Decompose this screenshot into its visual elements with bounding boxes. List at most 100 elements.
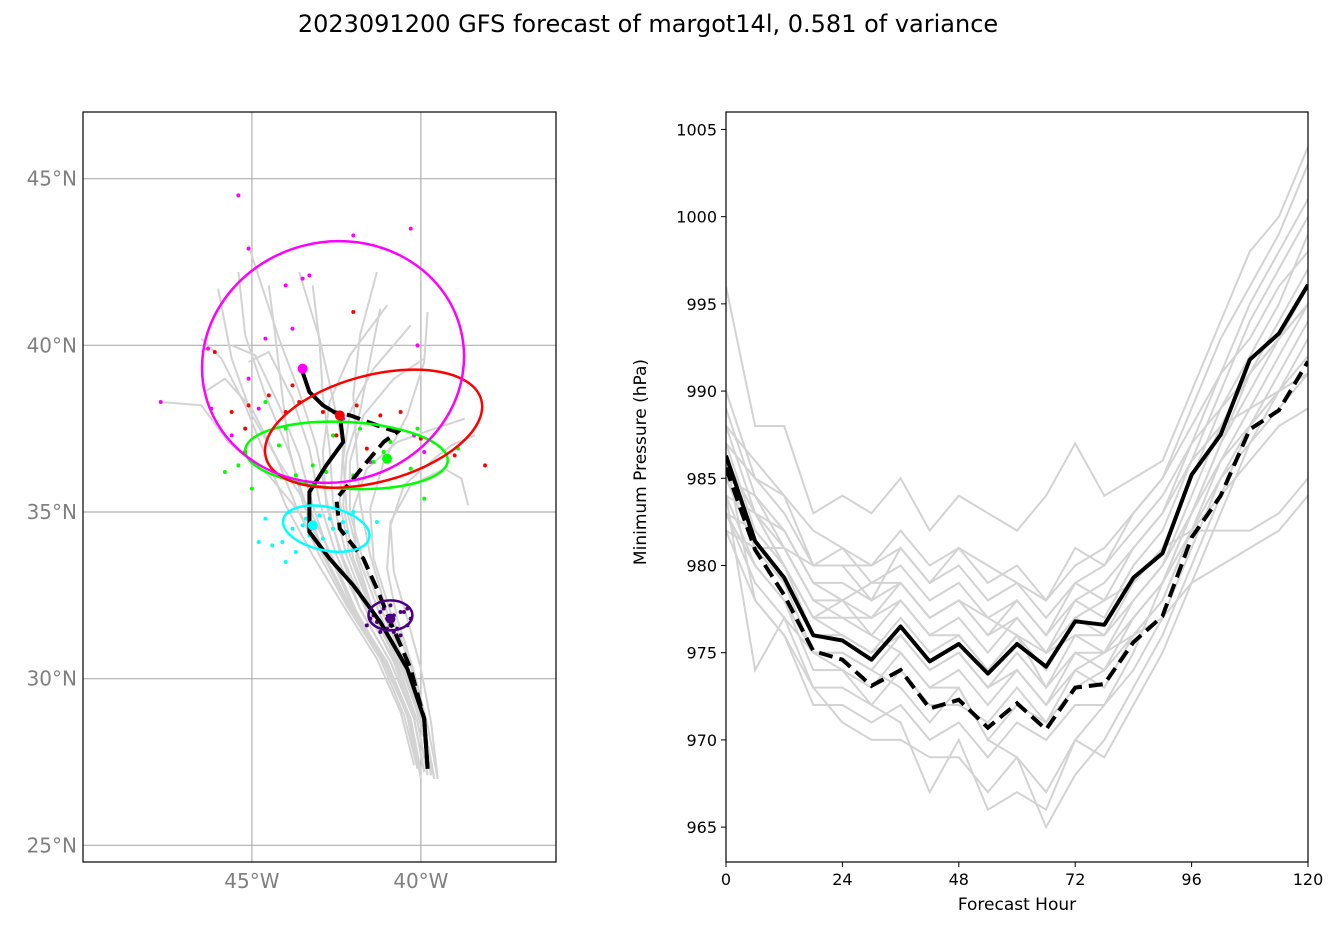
y-tick-label: 970 — [686, 731, 717, 750]
map-lat-tick-label: 35°N — [27, 500, 77, 524]
member-position-point — [408, 226, 413, 231]
member-position-point — [320, 410, 325, 414]
member-position-point — [422, 496, 427, 501]
y-tick-label: 1005 — [676, 120, 717, 139]
map-lat-tick-label: 45°N — [27, 167, 77, 191]
member-pressure-line — [726, 320, 1308, 759]
member-position-point — [280, 540, 285, 544]
y-tick-label: 965 — [686, 818, 717, 837]
ellipse-mean-point — [385, 613, 396, 624]
member-position-point — [307, 273, 312, 278]
member-position-point — [351, 510, 356, 514]
member-position-point — [324, 470, 329, 474]
map-frame — [82, 111, 557, 863]
ensemble-track — [204, 377, 419, 769]
member-pressure-line — [726, 303, 1308, 725]
member-position-point — [388, 603, 393, 608]
member-position-point — [283, 426, 288, 431]
member-position-point — [293, 550, 298, 554]
y-tick-label: 1000 — [676, 208, 717, 227]
member-position-point — [378, 413, 383, 418]
member-position-point — [364, 446, 369, 451]
member-position-point — [415, 426, 420, 431]
x-axis-label: Forecast Hour — [958, 895, 1076, 915]
member-position-point — [331, 433, 336, 438]
member-position-point — [381, 450, 386, 454]
member-position-point — [452, 453, 457, 458]
member-position-point — [371, 460, 376, 464]
ensemble-track — [200, 337, 416, 766]
member-position-point — [290, 383, 295, 388]
member-position-point — [263, 516, 268, 521]
x-tick-label: 24 — [832, 870, 852, 889]
member-pressure-line — [726, 163, 1308, 603]
member-pressure-line — [726, 303, 1308, 812]
uncertainty-ellipse — [263, 368, 484, 489]
member-pressure-line — [726, 233, 1308, 672]
figure-title: 2023091200 GFS forecast of margot14l, 0.… — [297, 10, 999, 38]
member-position-point — [398, 610, 403, 614]
member-position-point — [206, 346, 211, 351]
member-position-point — [300, 276, 305, 281]
y-tick-label: 990 — [686, 382, 717, 401]
member-position-point — [351, 310, 356, 314]
member-position-point — [293, 473, 298, 478]
member-position-point — [331, 526, 336, 531]
member-position-point — [408, 466, 413, 471]
member-pressure-line — [726, 372, 1308, 637]
uncertainty-ellipse — [367, 599, 414, 632]
ensemble-track — [248, 350, 426, 773]
member-position-point — [276, 443, 281, 448]
x-tick-label: 96 — [1181, 870, 1201, 889]
x-tick-label: 120 — [1293, 870, 1324, 889]
member-position-point — [354, 403, 359, 408]
ellipse-mean-point — [382, 453, 393, 464]
member-position-point — [398, 633, 403, 638]
x-tick-label: 72 — [1065, 870, 1085, 889]
map-lon-tick-label: 45°W — [224, 869, 279, 893]
member-pressure-line — [726, 355, 1308, 830]
member-position-point — [290, 526, 295, 531]
best-pressure-line — [726, 360, 1308, 733]
member-position-point — [300, 523, 305, 528]
pressure-frame — [725, 111, 1309, 863]
member-position-point — [415, 343, 420, 348]
member-position-point — [327, 516, 332, 521]
member-position-point — [266, 393, 271, 398]
member-position-point — [246, 376, 251, 381]
map-panel: 45°W 40°W 25°N 30°N 35°N 40°N 45°N — [27, 111, 557, 893]
member-position-point — [249, 486, 254, 491]
uncertainty-ellipse — [281, 504, 371, 553]
member-position-point — [212, 350, 217, 354]
ellipse-mean-point — [307, 520, 318, 531]
member-position-point — [341, 520, 346, 524]
member-position-point — [317, 513, 322, 518]
member-position-point — [263, 336, 268, 341]
ensemble-track — [321, 304, 429, 776]
member-position-point — [401, 610, 406, 614]
member-pressure-line — [726, 372, 1308, 654]
member-position-point — [374, 520, 379, 524]
member-position-point — [320, 536, 325, 541]
ellipse-mean-point — [334, 410, 345, 421]
y-tick-label: 975 — [686, 644, 717, 663]
member-position-point — [256, 540, 261, 544]
map-plot-area — [83, 112, 556, 862]
member-position-point — [270, 543, 275, 548]
member-position-point — [229, 433, 234, 438]
member-position-point — [398, 410, 403, 414]
member-position-point — [236, 193, 241, 198]
member-position-point — [236, 463, 241, 468]
member-position-point — [246, 246, 251, 251]
member-pressure-line — [726, 477, 1308, 654]
mean-track-line — [300, 371, 430, 769]
member-pressure-line — [726, 250, 1308, 602]
map-lat-tick-label: 30°N — [27, 667, 77, 691]
member-position-point — [263, 400, 268, 404]
member-position-point — [222, 470, 227, 474]
ellipse-mean-point — [297, 363, 308, 374]
member-position-point — [290, 326, 295, 331]
member-position-point — [351, 233, 356, 238]
member-position-point — [388, 440, 393, 444]
